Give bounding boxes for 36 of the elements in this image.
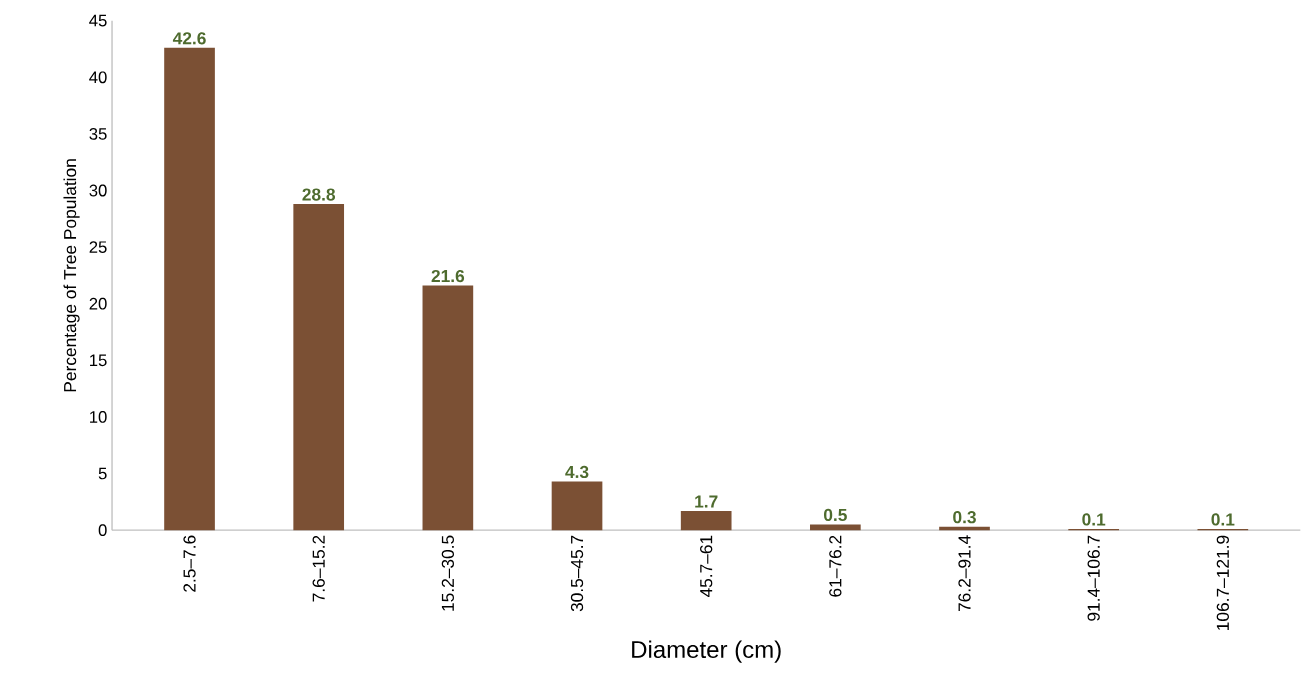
data-label: 0.3: [953, 510, 976, 524]
y-tick-label: 25: [89, 241, 107, 253]
x-tick-label: 106.7–121.9: [1216, 535, 1229, 630]
data-label: 0.1: [1082, 513, 1106, 526]
data-label: 42.6: [172, 32, 206, 45]
y-tick-label: 5: [98, 467, 107, 480]
y-tick-label: 15: [90, 354, 107, 367]
y-tick-label: 40: [89, 71, 107, 84]
y-tick-label: 20: [89, 297, 107, 310]
x-tick-label: 61–76.2: [829, 535, 842, 597]
y-tick-label: 35: [89, 127, 107, 140]
bar: [422, 285, 474, 531]
bar: [810, 524, 861, 531]
data-label: 1.7: [695, 495, 718, 508]
data-label: 4.3: [565, 465, 589, 478]
bar: [164, 47, 215, 531]
data-label: 28.8: [302, 188, 336, 201]
x-tick-label: 45.7–61: [700, 535, 713, 598]
y-tick-label: 45: [89, 14, 107, 27]
x-tick-label: 91.4–106.7: [1087, 535, 1100, 621]
bar: [551, 481, 603, 531]
data-label: 21.6: [431, 269, 465, 283]
x-tick-label: 7.6–15.2: [312, 535, 325, 602]
bar: [680, 510, 732, 531]
y-tick-label: 30: [89, 184, 107, 197]
y-tick-label: 0: [98, 524, 107, 536]
x-axis-title: Diameter (cm): [632, 640, 781, 663]
data-label: 0.5: [823, 508, 847, 522]
x-tick-label: 15.2–30.5: [441, 535, 454, 611]
x-tick-label: 2.5–7.6: [183, 535, 196, 592]
bar: [293, 204, 345, 531]
y-axis-title: Percentage of Tree Population: [63, 159, 80, 392]
y-tick-label: 10: [90, 410, 107, 423]
data-label: 0.1: [1211, 513, 1235, 526]
x-tick-label: 76.2–91.4: [958, 535, 971, 611]
x-tick-label: 30.5–45.7: [570, 535, 584, 612]
